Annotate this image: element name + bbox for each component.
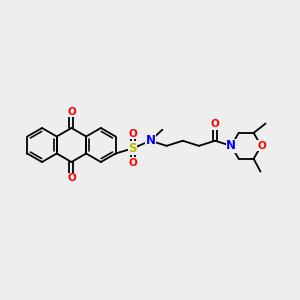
Text: N: N — [146, 134, 155, 147]
Text: O: O — [67, 107, 76, 117]
Text: O: O — [258, 141, 266, 151]
Text: N: N — [226, 139, 236, 152]
Text: O: O — [67, 173, 76, 183]
Text: O: O — [128, 158, 137, 168]
Text: O: O — [128, 129, 137, 139]
Text: S: S — [128, 142, 137, 155]
Text: O: O — [211, 119, 219, 129]
